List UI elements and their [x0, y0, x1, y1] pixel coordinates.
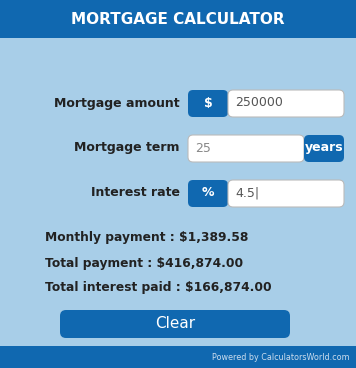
FancyBboxPatch shape [228, 90, 344, 117]
Text: years: years [305, 142, 343, 155]
Text: $: $ [204, 96, 213, 110]
Text: Monthly payment : $1,389.58: Monthly payment : $1,389.58 [45, 231, 248, 244]
FancyBboxPatch shape [188, 135, 304, 162]
Text: MORTGAGE CALCULATOR: MORTGAGE CALCULATOR [71, 11, 285, 26]
Text: %: % [202, 187, 214, 199]
Text: Total interest paid : $166,874.00: Total interest paid : $166,874.00 [45, 282, 272, 294]
FancyBboxPatch shape [188, 180, 228, 207]
Text: Powered by CalculatorsWorld.com: Powered by CalculatorsWorld.com [213, 353, 350, 361]
Text: Total payment : $416,874.00: Total payment : $416,874.00 [45, 256, 243, 269]
Bar [0, 346, 356, 368]
Text: Interest rate: Interest rate [91, 187, 180, 199]
FancyBboxPatch shape [304, 135, 344, 162]
Text: Mortgage term: Mortgage term [74, 142, 180, 155]
Text: 25: 25 [195, 142, 211, 155]
FancyBboxPatch shape [188, 90, 228, 117]
Text: Clear: Clear [155, 316, 195, 332]
FancyBboxPatch shape [60, 310, 290, 338]
FancyBboxPatch shape [228, 180, 344, 207]
Text: 250000: 250000 [235, 96, 283, 110]
Text: Mortgage amount: Mortgage amount [54, 96, 180, 110]
Text: 4.5|: 4.5| [235, 187, 259, 199]
Bar [0, 0, 356, 38]
